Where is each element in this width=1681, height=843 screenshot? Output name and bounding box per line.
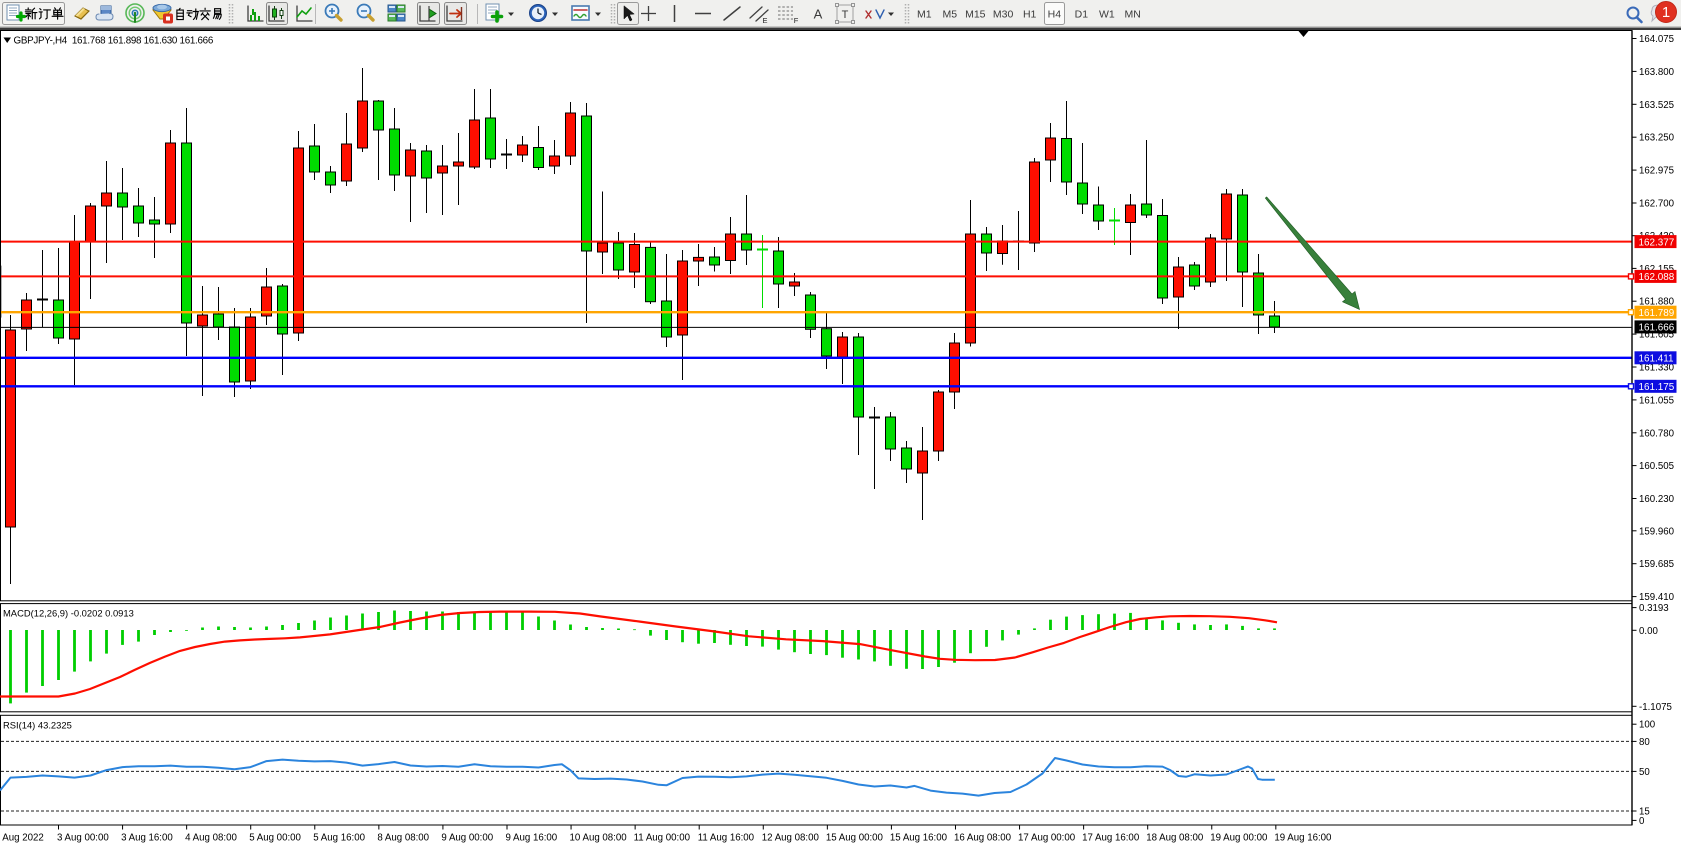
- svg-text:163.800: 163.800: [1639, 67, 1675, 78]
- svg-text:-1.1075: -1.1075: [1639, 702, 1672, 713]
- svg-text:162.088: 162.088: [1639, 272, 1675, 283]
- svg-text:11 Aug 00:00: 11 Aug 00:00: [634, 832, 691, 843]
- svg-text:50: 50: [1639, 767, 1650, 778]
- svg-text:16 Aug 08:00: 16 Aug 08:00: [954, 832, 1012, 843]
- svg-text:161.175: 161.175: [1639, 382, 1675, 393]
- svg-text:4 Aug 08:00: 4 Aug 08:00: [185, 832, 237, 843]
- svg-text:159.410: 159.410: [1639, 592, 1675, 603]
- svg-text:10 Aug 08:00: 10 Aug 08:00: [570, 832, 628, 843]
- svg-text:17 Aug 16:00: 17 Aug 16:00: [1082, 832, 1140, 843]
- svg-text:162.377: 162.377: [1639, 237, 1675, 248]
- svg-text:161.055: 161.055: [1639, 395, 1674, 406]
- svg-text:163.525: 163.525: [1639, 100, 1674, 111]
- svg-text:15: 15: [1639, 807, 1650, 818]
- svg-text:164.075: 164.075: [1639, 34, 1674, 45]
- svg-text:F: F: [794, 16, 799, 25]
- svg-text:M1: M1: [917, 9, 932, 21]
- svg-text:161.789: 161.789: [1639, 308, 1675, 319]
- svg-text:160.780: 160.780: [1639, 428, 1675, 439]
- svg-text:Aug 2022: Aug 2022: [2, 832, 43, 843]
- svg-text:0.00: 0.00: [1639, 626, 1658, 637]
- svg-text:H1: H1: [1023, 9, 1037, 21]
- svg-text:12 Aug 08:00: 12 Aug 08:00: [762, 832, 820, 843]
- svg-text:100: 100: [1639, 720, 1656, 731]
- svg-text:159.960: 159.960: [1639, 526, 1675, 537]
- svg-text:H4: H4: [1048, 9, 1062, 21]
- svg-text:17 Aug 00:00: 17 Aug 00:00: [1018, 832, 1076, 843]
- svg-text:161.666: 161.666: [1639, 323, 1675, 334]
- svg-text:5 Aug 16:00: 5 Aug 16:00: [313, 832, 365, 843]
- svg-text:11 Aug 16:00: 11 Aug 16:00: [698, 832, 755, 843]
- svg-text:162.975: 162.975: [1639, 166, 1674, 177]
- svg-text:15 Aug 00:00: 15 Aug 00:00: [826, 832, 884, 843]
- svg-text:RSI(14) 43.2325: RSI(14) 43.2325: [3, 720, 72, 731]
- svg-text:D1: D1: [1075, 9, 1089, 21]
- svg-text:161.605: 161.605: [1639, 330, 1674, 341]
- svg-text:T: T: [842, 9, 849, 21]
- svg-text:19 Aug 16:00: 19 Aug 16:00: [1274, 832, 1332, 843]
- svg-text:1: 1: [1662, 4, 1670, 21]
- svg-text:MACD(12,26,9) -0.0202 0.0913: MACD(12,26,9) -0.0202 0.0913: [3, 608, 134, 619]
- svg-text:19 Aug 00:00: 19 Aug 00:00: [1210, 832, 1268, 843]
- svg-text:W1: W1: [1099, 9, 1115, 21]
- svg-text:80: 80: [1639, 737, 1650, 748]
- svg-text:15 Aug 16:00: 15 Aug 16:00: [890, 832, 948, 843]
- svg-text:0: 0: [1639, 816, 1645, 827]
- svg-text:162.700: 162.700: [1639, 199, 1675, 210]
- svg-text:E: E: [762, 16, 767, 25]
- svg-text:9 Aug 00:00: 9 Aug 00:00: [441, 832, 493, 843]
- svg-text:3 Aug 00:00: 3 Aug 00:00: [57, 832, 109, 843]
- svg-text:GBPJPY-,H4 161.768 161.898 16: GBPJPY-,H4 161.768 161.898 161.630 161.6…: [14, 36, 214, 47]
- svg-text:161.880: 161.880: [1639, 297, 1675, 308]
- svg-text:18 Aug 08:00: 18 Aug 08:00: [1146, 832, 1204, 843]
- svg-text:162.155: 162.155: [1639, 264, 1674, 275]
- svg-text:8 Aug 08:00: 8 Aug 08:00: [377, 832, 429, 843]
- svg-text:MN: MN: [1125, 9, 1141, 21]
- svg-text:A: A: [814, 7, 823, 22]
- svg-text:5 Aug 00:00: 5 Aug 00:00: [249, 832, 301, 843]
- svg-text:3 Aug 16:00: 3 Aug 16:00: [121, 832, 173, 843]
- svg-text:M30: M30: [993, 9, 1014, 21]
- svg-text:163.250: 163.250: [1639, 133, 1675, 144]
- svg-text:159.685: 159.685: [1639, 559, 1674, 570]
- svg-text:161.330: 161.330: [1639, 363, 1675, 374]
- svg-text:0.3193: 0.3193: [1639, 603, 1669, 614]
- svg-text:M15: M15: [965, 9, 986, 21]
- svg-text:161.411: 161.411: [1639, 354, 1674, 365]
- svg-text:M5: M5: [943, 9, 958, 21]
- svg-text:160.230: 160.230: [1639, 494, 1675, 505]
- svg-text:160.505: 160.505: [1639, 461, 1674, 472]
- svg-text:9 Aug 16:00: 9 Aug 16:00: [505, 832, 557, 843]
